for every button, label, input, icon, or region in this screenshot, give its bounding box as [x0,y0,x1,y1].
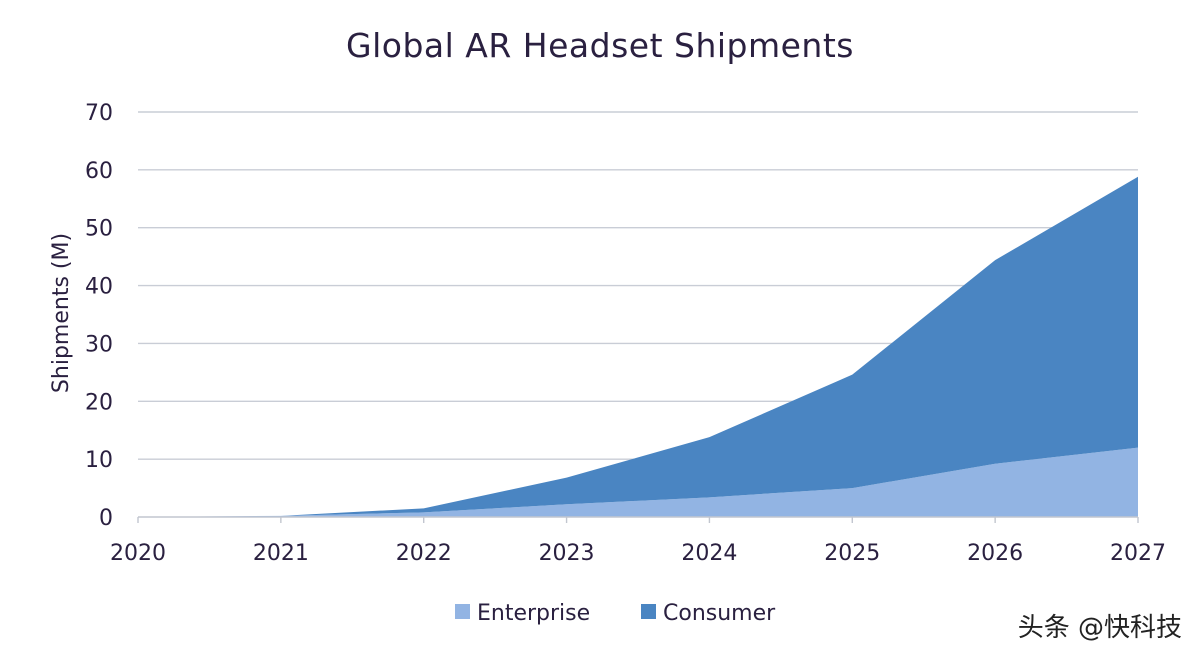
x-tick-label: 2021 [253,541,309,566]
y-tick-label: 50 [85,217,113,242]
series-area-enterprise [138,447,1138,517]
y-tick-labels: 0 10 20 30 40 50 60 70 [85,101,113,531]
y-tick-label: 0 [99,506,113,531]
y-tick-label: 10 [85,448,113,473]
y-tick-label: 40 [85,275,113,300]
legend-swatch-consumer [641,604,656,619]
legend: Enterprise Consumer [455,601,776,626]
x-tick-label: 2024 [681,541,737,566]
x-tick-label: 2025 [824,541,880,566]
grid-lines [138,111,1138,460]
y-tick-label: 70 [85,101,113,126]
series-areas [138,176,1138,518]
watermark: 头条 @快科技 [1017,613,1182,643]
x-tick-label: 2022 [396,541,452,566]
series-area-consumer [138,176,1138,518]
chart-title: Global AR Headset Shipments [346,26,854,65]
x-tick-label: 2023 [539,541,595,566]
y-tick-label: 20 [85,390,113,415]
y-tick-label: 60 [85,159,113,184]
axes [137,516,1139,523]
legend-label-consumer: Consumer [663,601,776,626]
x-tick-label: 2020 [110,541,166,566]
x-tick-label: 2026 [967,541,1023,566]
x-tick-labels: 2020 2021 2022 2023 2024 2025 2026 2027 [110,541,1166,566]
y-tick-label: 30 [85,332,113,357]
legend-label-enterprise: Enterprise [477,601,590,626]
y-axis-label: Shipments (M) [49,233,74,393]
legend-swatch-enterprise [455,604,470,619]
x-tick-label: 2027 [1110,541,1166,566]
